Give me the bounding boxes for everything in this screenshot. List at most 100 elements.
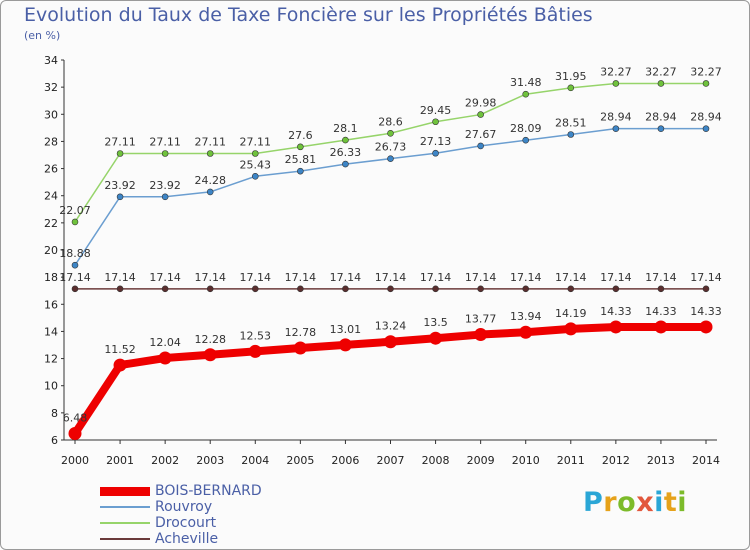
x-tick-label: 2001 xyxy=(106,454,134,467)
data-label-drocourt: 28.6 xyxy=(378,115,403,128)
logo-letter: P xyxy=(583,487,604,518)
data-label-acheville: 17.14 xyxy=(194,271,226,284)
legend-label-rouvroy: Rouvroy xyxy=(155,499,213,515)
series-drocourt xyxy=(71,80,710,226)
legend-label-acheville: Acheville xyxy=(155,531,219,547)
data-point-bois-bernard xyxy=(699,320,713,334)
data-label-bois-bernard: 13.94 xyxy=(510,310,542,323)
data-point-rouvroy xyxy=(612,125,620,132)
data-point-drocourt xyxy=(432,118,439,126)
data-label-drocourt: 29.45 xyxy=(420,104,452,117)
logo-letter: o xyxy=(617,487,637,518)
data-point-drocourt xyxy=(702,80,710,87)
data-point-acheville xyxy=(477,285,484,293)
data-label-rouvroy: 24.28 xyxy=(194,174,226,187)
x-tick-label: 2002 xyxy=(151,454,179,467)
y-tick-label: 12 xyxy=(44,353,58,366)
data-label-rouvroy: 28.09 xyxy=(510,122,542,135)
data-label-bois-bernard: 12.28 xyxy=(194,333,226,346)
data-label-drocourt: 22.07 xyxy=(59,204,91,217)
data-label-bois-bernard: 14.33 xyxy=(645,305,677,318)
data-label-drocourt: 31.48 xyxy=(510,76,542,89)
data-point-bois-bernard xyxy=(564,322,578,336)
data-label-bois-bernard: 14.33 xyxy=(600,305,632,318)
data-point-drocourt xyxy=(522,90,530,98)
data-point-rouvroy xyxy=(116,193,124,201)
data-label-rouvroy: 25.43 xyxy=(240,158,272,171)
data-point-bois-bernard xyxy=(68,426,82,440)
data-label-acheville: 17.14 xyxy=(510,271,542,284)
data-label-acheville: 17.14 xyxy=(59,271,91,284)
data-label-rouvroy: 25.81 xyxy=(285,153,317,166)
y-tick-label: 24 xyxy=(44,190,58,203)
data-label-drocourt: 28.1 xyxy=(333,122,358,135)
data-point-bois-bernard xyxy=(113,358,127,372)
data-point-bois-bernard xyxy=(609,320,623,334)
data-label-rouvroy: 28.94 xyxy=(645,111,677,124)
y-tick-label: 14 xyxy=(44,325,58,338)
data-point-drocourt xyxy=(297,143,304,151)
legend-swatch-bois-bernard xyxy=(100,487,150,496)
data-label-drocourt: 27.6 xyxy=(288,129,313,142)
x-tick-label: 2012 xyxy=(602,454,630,467)
data-label-bois-bernard: 11.52 xyxy=(104,343,136,356)
legend-swatch-drocourt xyxy=(100,522,150,524)
data-point-rouvroy xyxy=(477,142,484,150)
y-tick-label: 10 xyxy=(44,380,58,393)
data-point-bois-bernard xyxy=(203,348,217,362)
data-point-rouvroy xyxy=(702,125,710,132)
data-label-bois-bernard: 14.19 xyxy=(555,307,587,320)
data-label-acheville: 17.14 xyxy=(420,271,452,284)
data-label-rouvroy: 26.33 xyxy=(330,146,362,159)
data-point-drocourt xyxy=(657,80,665,87)
data-point-acheville xyxy=(567,285,575,293)
data-point-bois-bernard xyxy=(338,338,352,352)
data-label-acheville: 17.14 xyxy=(555,271,587,284)
data-label-rouvroy: 27.67 xyxy=(465,128,497,141)
data-label-bois-bernard: 14.33 xyxy=(690,305,722,318)
data-label-drocourt: 31.95 xyxy=(555,70,587,83)
chart-units: (en %) xyxy=(24,29,61,42)
legend-label-bois-bernard: BOIS-BERNARD xyxy=(155,483,262,499)
data-label-acheville: 17.14 xyxy=(465,271,497,284)
series-bois-bernard xyxy=(68,320,713,440)
data-label-rouvroy: 26.73 xyxy=(375,141,407,154)
data-label-acheville: 17.14 xyxy=(104,271,136,284)
logo-letter: i xyxy=(654,487,664,518)
data-point-bois-bernard xyxy=(519,325,533,339)
data-point-drocourt xyxy=(387,129,394,137)
y-tick-label: 30 xyxy=(44,108,58,121)
data-point-drocourt xyxy=(477,111,484,118)
data-point-bois-bernard xyxy=(474,328,488,342)
logo-letter: t xyxy=(663,487,678,518)
data-label-drocourt: 32.27 xyxy=(690,65,722,78)
data-label-rouvroy: 23.92 xyxy=(104,179,136,192)
data-label-rouvroy: 28.94 xyxy=(600,111,632,124)
data-label-bois-bernard: 13.01 xyxy=(330,323,362,336)
data-label-rouvroy: 23.92 xyxy=(149,179,181,192)
data-labels: 17.14 17.14 17.14 17.14 17.14 17.14 17.14 17.14… xyxy=(59,65,722,424)
y-tick-label: 26 xyxy=(44,163,58,176)
data-label-drocourt: 29.98 xyxy=(465,97,497,110)
data-point-acheville xyxy=(161,285,169,293)
data-label-acheville: 17.14 xyxy=(285,271,317,284)
data-point-bois-bernard xyxy=(248,344,262,358)
series-layer xyxy=(68,80,713,440)
data-label-drocourt: 32.27 xyxy=(645,65,677,78)
data-label-drocourt: 27.11 xyxy=(194,136,226,149)
y-tick-label: 28 xyxy=(44,135,58,148)
x-tick-label: 2006 xyxy=(331,454,359,467)
data-label-bois-bernard: 13.24 xyxy=(375,320,407,333)
data-label-drocourt: 27.11 xyxy=(149,136,181,149)
data-label-acheville: 17.14 xyxy=(600,271,632,284)
data-label-bois-bernard: 12.78 xyxy=(285,326,317,339)
logo-letter: x xyxy=(636,487,655,518)
data-point-acheville xyxy=(612,285,620,293)
data-point-bois-bernard xyxy=(384,335,397,349)
data-label-rouvroy: 18.88 xyxy=(59,247,91,260)
data-label-acheville: 17.14 xyxy=(375,271,407,284)
logo-letter: i xyxy=(677,487,688,518)
data-label-rouvroy: 28.94 xyxy=(690,111,722,124)
data-point-acheville xyxy=(251,285,259,293)
